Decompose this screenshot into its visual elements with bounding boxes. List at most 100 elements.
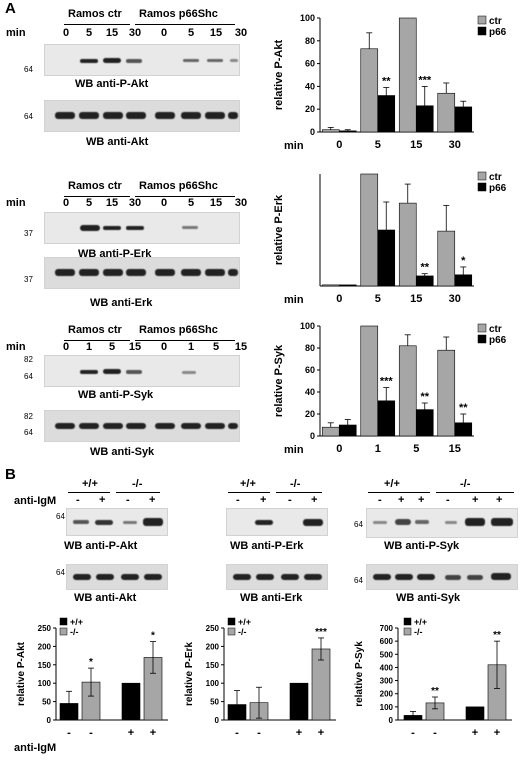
legend-label-p66: p66 bbox=[489, 27, 507, 38]
x-tick-label: 5 bbox=[413, 443, 419, 455]
y-tick-label: 40 bbox=[305, 387, 315, 397]
significance-mark: *** bbox=[380, 376, 394, 388]
bar-ctr bbox=[398, 345, 417, 437]
y-tick-label: 250 bbox=[38, 624, 52, 633]
mw-marker: 64 bbox=[24, 372, 33, 381]
y-tick-label: 100 bbox=[38, 679, 52, 688]
significance-mark: * bbox=[461, 255, 466, 267]
x-tick-label: 0 bbox=[336, 443, 342, 455]
stim-sign: - bbox=[236, 494, 240, 506]
x-prefix-label: min bbox=[284, 140, 304, 152]
b-label-total: WB anti-Erk bbox=[240, 592, 303, 604]
legend-label-ko: -/- bbox=[238, 627, 247, 637]
blot-label-total: WB anti-Erk bbox=[90, 297, 153, 309]
b-label-total: WB anti-Akt bbox=[74, 592, 137, 604]
time-label: 0 bbox=[62, 197, 70, 209]
blot-image-syk bbox=[44, 410, 240, 442]
x-sign-label: + bbox=[128, 727, 134, 738]
bar-ctr bbox=[398, 202, 417, 287]
b-blot-image-syk bbox=[366, 564, 518, 590]
mw-marker: 64 bbox=[24, 65, 33, 74]
y-tick-label: 600 bbox=[380, 637, 394, 646]
x-sign-label: + bbox=[150, 727, 156, 738]
stim-sign: + bbox=[99, 494, 106, 506]
bar-p66 bbox=[338, 130, 357, 133]
legend-label-wt: +/+ bbox=[238, 617, 251, 627]
bar-ctr bbox=[321, 284, 340, 287]
y-tick-label: 200 bbox=[38, 642, 52, 651]
legend-label-ctr: ctr bbox=[489, 172, 502, 183]
y-tick-label: 100 bbox=[380, 703, 394, 712]
mw-marker: 37 bbox=[24, 229, 33, 238]
b-label-phospho: WB anti-P-Akt bbox=[64, 540, 138, 552]
legend-swatch-wt bbox=[403, 617, 412, 626]
stim-sign: - bbox=[446, 494, 450, 506]
x-prefix-label: min bbox=[284, 294, 304, 306]
x-sign-label: + bbox=[296, 727, 302, 738]
y-axis-label: relative P-Akt bbox=[16, 641, 27, 706]
b-label-phospho: WB anti-P-Syk bbox=[384, 540, 460, 552]
chart-b-relative-p-erk: 0 50 100 150 200 250 relative P-Erk - - + *** + +/+-… bbox=[184, 617, 336, 738]
blot-label-phospho: WB anti-P-Syk bbox=[78, 389, 154, 401]
legend-swatch-ctr bbox=[477, 323, 487, 333]
legend-label-p66: p66 bbox=[489, 183, 507, 194]
stim-sign: + bbox=[149, 494, 156, 506]
y-tick-label: 200 bbox=[206, 642, 220, 651]
bar-ctr bbox=[360, 48, 379, 133]
bar-ctr bbox=[321, 426, 340, 437]
significance-mark: * bbox=[151, 631, 155, 642]
time-label: 30 bbox=[234, 197, 248, 209]
y-axis-label: relative P-Syk bbox=[354, 641, 365, 707]
time-label: 15 bbox=[128, 341, 142, 353]
x-sign-label: - bbox=[235, 727, 239, 738]
genotype-wt: +/+ bbox=[82, 478, 98, 490]
y-tick-label: 300 bbox=[380, 677, 394, 686]
stim-sign: - bbox=[76, 494, 80, 506]
blot-image-akt bbox=[44, 100, 240, 132]
y-axis-label: relative P-Akt bbox=[273, 40, 285, 111]
min-label: min bbox=[6, 27, 26, 39]
y-tick-label: 0 bbox=[310, 431, 315, 441]
x-tick-label: 0 bbox=[336, 139, 342, 151]
significance-mark: ** bbox=[420, 391, 429, 403]
bar-p66 bbox=[415, 275, 434, 287]
b-blot-image-p-erk bbox=[226, 508, 328, 536]
blot-image-p-syk bbox=[44, 355, 240, 387]
time-label: 1 bbox=[85, 341, 93, 353]
mw-marker: 37 bbox=[24, 275, 33, 284]
chart-b-relative-p-akt: 0 50 100 150 200 250 relative P-Akt - * - + * + +/+-/… bbox=[16, 617, 168, 738]
significance-mark: *** bbox=[315, 627, 327, 638]
x-sign-label: - bbox=[433, 727, 437, 738]
legend-swatch-wt bbox=[227, 617, 236, 626]
x-tick-label: 15 bbox=[449, 443, 461, 455]
legend-label-wt: +/+ bbox=[414, 617, 427, 627]
bottom-stim-label: anti-IgM bbox=[14, 742, 57, 754]
y-tick-label: 500 bbox=[380, 650, 394, 659]
bar-ctr bbox=[398, 17, 417, 133]
y-tick-label: 80 bbox=[305, 36, 315, 46]
bar-wt bbox=[289, 682, 309, 721]
blot-label-phospho: WB anti-P-Akt bbox=[75, 78, 149, 90]
stim-sign: + bbox=[496, 494, 503, 506]
x-tick-label: 5 bbox=[375, 293, 381, 305]
y-tick-label: 0 bbox=[215, 716, 220, 725]
bar-p66 bbox=[377, 229, 396, 287]
y-axis-label: relative P-Erk bbox=[273, 194, 285, 265]
significance-mark: * bbox=[89, 657, 93, 668]
bar-ctr bbox=[360, 173, 379, 287]
y-tick-label: 20 bbox=[305, 409, 315, 419]
stim-sign: + bbox=[260, 494, 267, 506]
bar-wt bbox=[465, 706, 485, 721]
y-tick-label: 40 bbox=[305, 81, 315, 91]
x-sign-label: - bbox=[257, 727, 261, 738]
blot-image-p-erk bbox=[44, 212, 240, 244]
bar-p66 bbox=[338, 284, 357, 287]
time-label: 15 bbox=[209, 197, 223, 209]
mw-marker: 64 bbox=[24, 112, 33, 121]
x-tick-label: 0 bbox=[336, 293, 342, 305]
legend-swatch-p66 bbox=[477, 334, 487, 344]
genotype-ko: -/- bbox=[460, 478, 471, 490]
stim-label: anti-IgM bbox=[14, 495, 57, 507]
mw-marker: 64 bbox=[354, 576, 363, 585]
